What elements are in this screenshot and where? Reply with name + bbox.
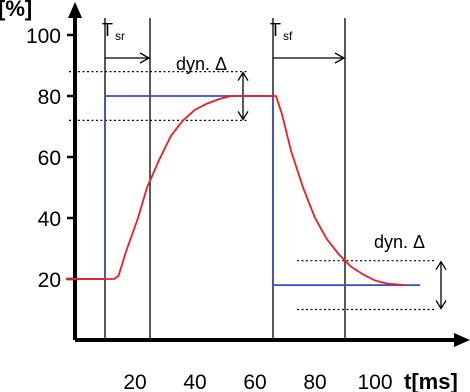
x-tick-label: 80 (303, 371, 326, 392)
dyn-bottom-arrow-down (435, 300, 447, 310)
dyn-bottom-arrow-up (435, 260, 447, 271)
y-tick-label: 40 (38, 208, 61, 231)
series-line-1 (66, 95, 420, 287)
x-tick-label: 20 (123, 371, 146, 392)
x-axis-title: t[ms] (404, 369, 458, 392)
y-axis-title: [%] (0, 0, 32, 21)
guide-lines (69, 18, 447, 340)
dyn-top-arrow-up (237, 71, 249, 81)
tick-labels: 20 40 60 80 100 20 40 60 80 100 (26, 25, 393, 392)
t-sr-sub: sr (115, 29, 125, 43)
x-tick-label: 40 (183, 371, 206, 392)
t-sr-main: T (102, 20, 113, 40)
t-sf-sub: sf (283, 29, 293, 43)
dyn-delta-bottom-label: dyn. Δ (374, 232, 425, 252)
t-sr-annotation: T sr (102, 20, 125, 43)
x-tick-label: 60 (243, 371, 266, 392)
t-sf-main: T (270, 20, 281, 40)
y-axis-arrow (68, 2, 82, 18)
y-tick-label: 60 (38, 147, 61, 170)
series-lines (66, 95, 420, 287)
dyn-top-arrow-down (237, 111, 249, 121)
x-axis-arrow (454, 333, 470, 347)
x-tick-label: 100 (357, 371, 392, 392)
t-sf-annotation: T sf (270, 20, 293, 43)
series-line-2 (66, 95, 406, 286)
y-tick-label: 80 (38, 86, 61, 109)
axes (67, 2, 470, 347)
y-tick-label: 20 (38, 269, 61, 292)
t-sr-arrow-head (139, 52, 151, 64)
t-sf-arrow-head (334, 52, 346, 64)
y-tick-label: 100 (26, 25, 61, 48)
dyn-delta-top-label: dyn. Δ (176, 54, 227, 74)
